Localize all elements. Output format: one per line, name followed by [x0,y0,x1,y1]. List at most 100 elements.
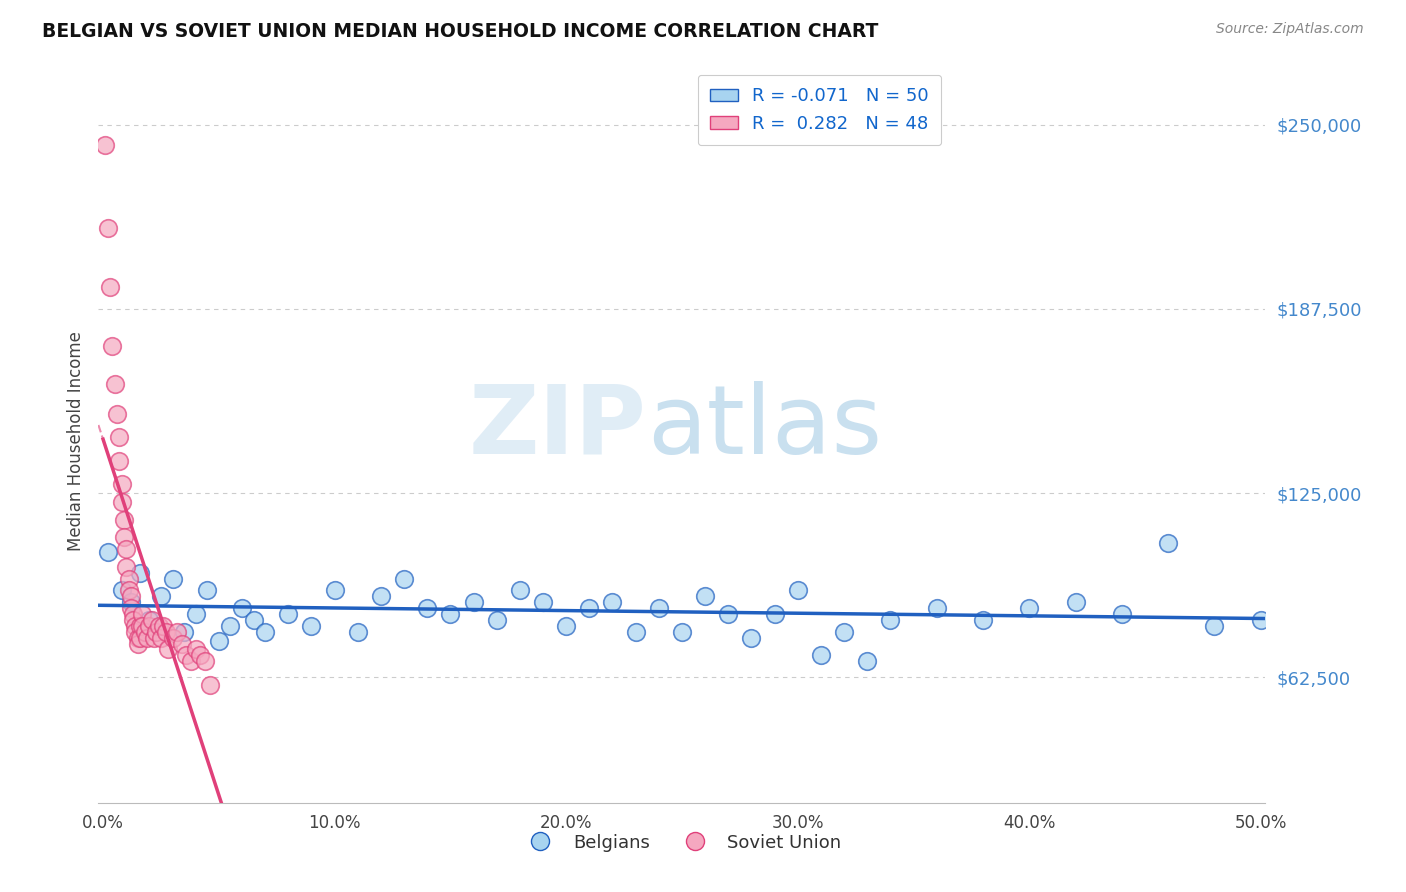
Point [110,583,132,598]
Point [1018,601,1040,615]
Point [127,636,149,650]
Point [648,601,671,615]
Point [231,601,253,615]
Point [1064,595,1087,609]
Point [131,607,153,621]
Text: Source: ZipAtlas.com: Source: ZipAtlas.com [1216,22,1364,37]
Point [129,566,152,580]
Point [105,407,128,421]
Point [176,648,198,663]
Text: ZIP: ZIP [470,381,647,474]
Legend: Belgians, Soviet Union: Belgians, Soviet Union [515,826,849,859]
Point [671,624,693,639]
Point [97,545,120,559]
Point [531,595,554,609]
Point [149,590,172,604]
Point [141,613,163,627]
Point [1204,619,1226,633]
Point [173,624,195,639]
Point [112,530,135,544]
Point [115,542,138,557]
Point [832,624,855,639]
Text: atlas: atlas [647,381,882,474]
Point [129,619,152,633]
Point [115,560,138,574]
Point [301,619,323,633]
Point [370,590,392,604]
Point [122,613,145,627]
Point [156,642,179,657]
Point [555,619,578,633]
Point [392,572,415,586]
Point [195,583,218,598]
Point [602,595,624,609]
Point [463,595,485,609]
Point [117,572,139,586]
Point [485,613,508,627]
Point [97,220,120,235]
Point [108,430,131,444]
Point [94,138,117,153]
Point [1111,607,1133,621]
Y-axis label: Median Household Income: Median Household Income [66,332,84,551]
Point [219,619,242,633]
Point [120,590,142,604]
Point [208,633,231,648]
Point [104,377,127,392]
Point [145,624,167,639]
Point [1250,613,1272,627]
Point [110,477,132,491]
Point [124,624,146,639]
Point [108,453,131,467]
Point [162,572,184,586]
Text: BELGIAN VS SOVIET UNION MEDIAN HOUSEHOLD INCOME CORRELATION CHART: BELGIAN VS SOVIET UNION MEDIAN HOUSEHOLD… [42,22,879,41]
Point [127,631,149,645]
Point [120,595,142,609]
Point [786,583,808,598]
Point [101,339,124,353]
Point [879,613,901,627]
Point [624,624,647,639]
Point [416,601,439,615]
Point [110,495,132,509]
Point [925,601,948,615]
Point [242,613,264,627]
Point [138,619,160,633]
Point [162,631,184,645]
Point [254,624,277,639]
Point [148,619,170,633]
Point [124,619,146,633]
Point [184,642,207,657]
Point [277,607,299,621]
Point [112,513,135,527]
Point [1157,536,1180,550]
Point [129,631,152,645]
Point [136,631,159,645]
Point [120,601,142,615]
Point [972,613,994,627]
Point [152,619,174,633]
Point [198,678,221,692]
Point [717,607,740,621]
Point [134,624,156,639]
Point [184,607,207,621]
Point [138,613,160,627]
Point [98,279,121,293]
Point [170,636,193,650]
Point [323,583,346,598]
Point [122,607,145,621]
Point [149,631,172,645]
Point [143,631,166,645]
Point [166,624,188,639]
Point [509,583,531,598]
Point [346,624,368,639]
Point [693,590,716,604]
Point [439,607,461,621]
Point [740,631,762,645]
Point [180,654,202,668]
Point [856,654,879,668]
Point [810,648,832,663]
Point [578,601,600,615]
Point [188,648,211,663]
Point [131,619,153,633]
